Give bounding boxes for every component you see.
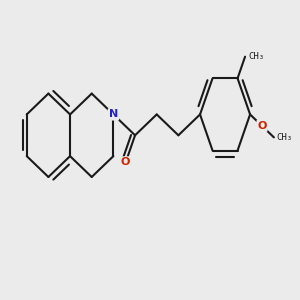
- Text: O: O: [121, 158, 130, 167]
- Text: O: O: [257, 121, 267, 131]
- Text: N: N: [109, 110, 118, 119]
- Text: CH₃: CH₃: [277, 133, 293, 142]
- Text: CH₃: CH₃: [248, 52, 264, 61]
